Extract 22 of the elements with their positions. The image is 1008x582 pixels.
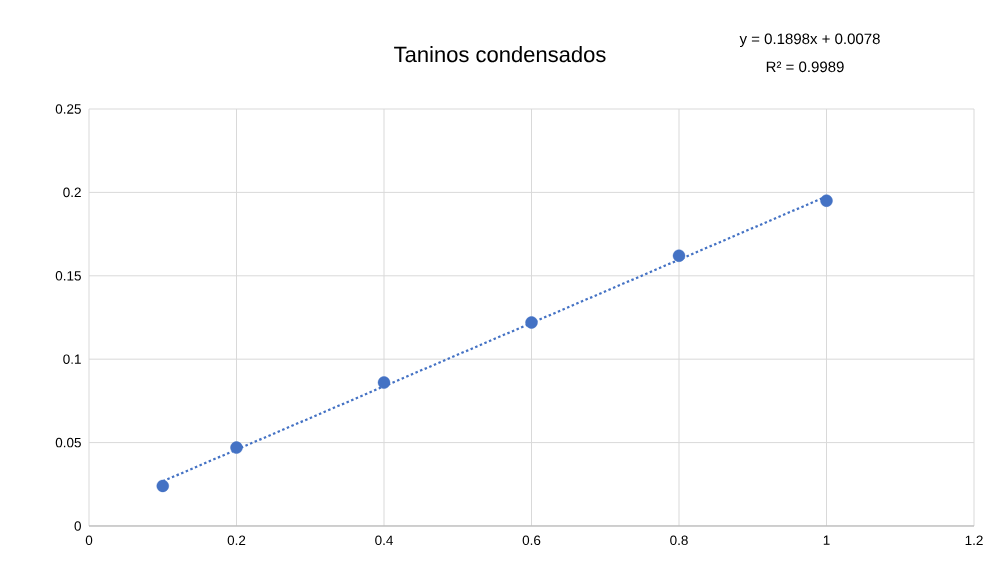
y-tick-label: 0 xyxy=(74,521,81,531)
x-tick-label: 0.2 xyxy=(227,535,246,546)
chart-title: Taninos condensados xyxy=(394,46,606,63)
point xyxy=(525,316,538,329)
x-tick-label: 0.8 xyxy=(670,535,688,546)
text: y = 0.1898x + 0.0078 xyxy=(739,33,880,48)
point xyxy=(156,479,169,493)
y-tick-label: 0.15 xyxy=(55,271,81,281)
y-tick-label: 0.1 xyxy=(63,354,81,364)
x-tick-label: 0 xyxy=(85,535,93,546)
x-tick-label: 0.4 xyxy=(375,535,393,546)
x-tick-label: 1.2 xyxy=(965,535,983,545)
x-tick-label: 0.6 xyxy=(522,535,541,546)
x-tick-label: 1 xyxy=(823,535,830,545)
point xyxy=(230,441,243,454)
y-tick-label: 0.05 xyxy=(55,437,81,448)
y-tick-label: 0.25 xyxy=(55,104,81,114)
point xyxy=(672,249,686,262)
point xyxy=(377,376,391,389)
text: R² = 0.9989 xyxy=(766,61,844,73)
y-tick-label: 0.2 xyxy=(63,187,81,198)
point xyxy=(820,194,833,207)
